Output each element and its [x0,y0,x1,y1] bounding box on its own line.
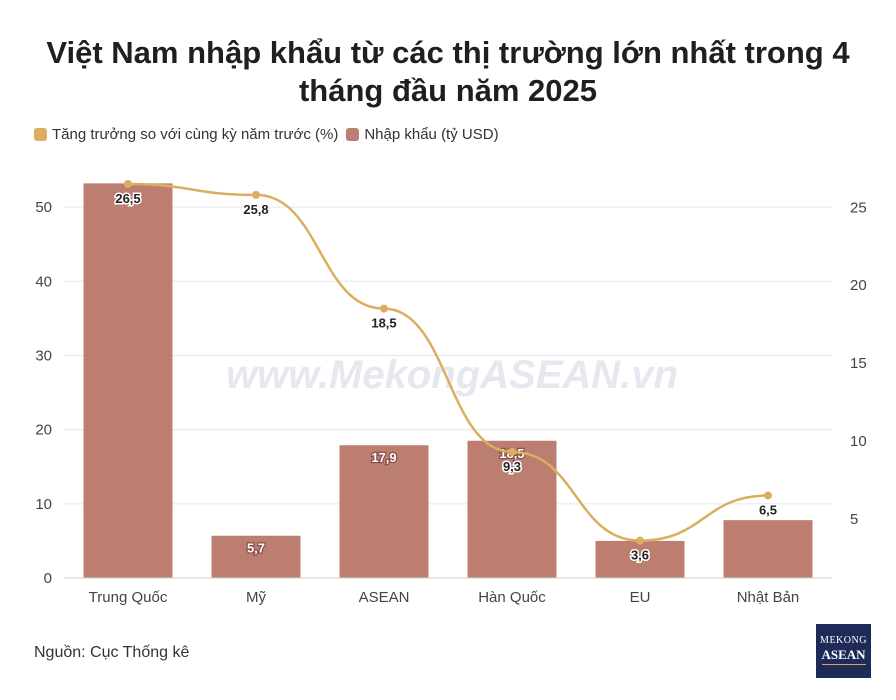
x-tick-label: ASEAN [359,589,410,606]
logo-line-2: ASEAN [821,646,866,662]
y-left-tick-label: 20 [35,422,52,439]
bar-5 [723,520,813,578]
growth-value-label: 3,6 [631,548,649,563]
growth-value-label: 25,8 [243,202,268,217]
y-right-tick-label: 15 [850,355,867,372]
y-left-tick-label: 0 [44,570,52,587]
growth-value-label: 9,3 [503,459,521,474]
y-left-tick-label: 50 [35,199,52,216]
chart-title: Việt Nam nhập khẩu từ các thị trường lớn… [46,35,850,108]
logo-line-1: MEKONG [820,634,867,646]
bar-2 [339,445,429,578]
growth-point-0 [124,180,132,189]
chart-legend: Tăng trưởng so với cùng kỳ năm trước (%)… [34,124,507,144]
y-left-tick-label: 10 [35,496,52,513]
x-tick-label: Hàn Quốc [478,589,546,606]
y-left-tick-label: 30 [35,347,52,364]
x-tick-label: EU [630,589,651,606]
legend-swatch-import [346,127,360,141]
bar-value-label: 17,9 [371,450,396,465]
x-tick-label: Mỹ [246,589,266,606]
legend-item-import[interactable]: Nhập khẩu (tỷ USD) [346,125,499,143]
y-left-tick-label: 40 [35,273,52,290]
growth-point-1 [252,190,260,199]
growth-value-label: 6,5 [759,502,777,517]
bar-0 [83,183,173,578]
legend-label-growth: Tăng trưởng so với cùng kỳ năm trước (%) [52,125,339,143]
growth-point-2 [380,304,388,313]
legend-item-growth[interactable]: Tăng trưởng so với cùng kỳ năm trước (%) [34,126,338,143]
legend-label-import: Nhập khẩu (tỷ USD) [364,125,499,143]
y-right-tick-label: 20 [850,277,867,294]
mekong-asean-logo: MEKONG ASEAN [816,624,871,678]
bar-1 [211,535,301,578]
growth-point-4 [636,536,644,545]
bar-3 [467,440,557,578]
legend-swatch-growth [34,127,47,141]
growth-point-5 [764,491,772,500]
growth-value-label: 18,5 [371,316,396,331]
source-note: Nguồn: Cục Thống kê [34,644,190,661]
y-right-tick-label: 25 [850,199,867,216]
growth-value-label: 26,5 [115,191,140,206]
y-right-tick-label: 5 [850,511,858,528]
bar-4 [595,540,685,578]
x-tick-label: Trung Quốc [89,589,168,606]
bar-value-label: 5,7 [247,541,265,556]
logo-underline [821,663,866,668]
y-right-tick-label: 10 [850,433,867,450]
x-tick-label: Nhật Bản [737,589,800,606]
growth-point-3 [508,447,516,456]
